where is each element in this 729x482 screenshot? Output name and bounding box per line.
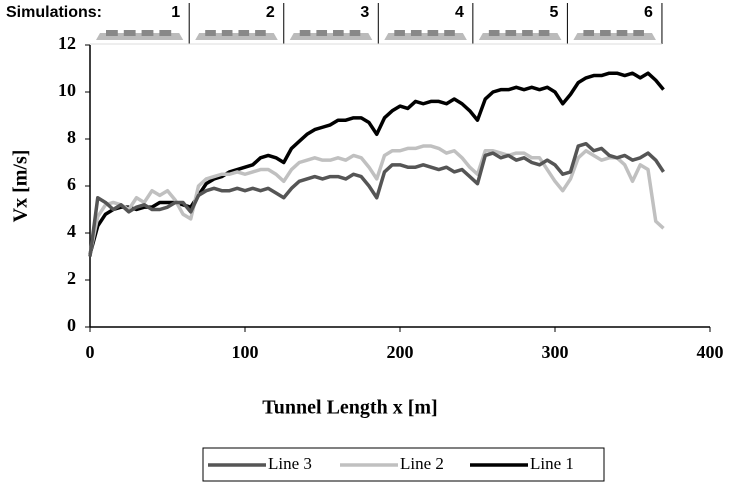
y-tick-label: 4: [67, 221, 76, 241]
legend-label: Line 1: [530, 454, 574, 473]
simulation-number: 3: [360, 4, 369, 21]
x-tick-label: 300: [542, 342, 569, 362]
vehicle-icon: [221, 30, 233, 36]
vehicle-icon: [316, 30, 328, 36]
vehicle-icon: [633, 30, 644, 36]
vehicle-icon: [427, 30, 439, 36]
y-tick-label: 6: [67, 174, 76, 194]
simulation-number: 1: [171, 4, 180, 21]
vehicle-icon: [505, 30, 517, 36]
y-tick-label: 10: [58, 80, 76, 100]
vehicle-icon: [205, 30, 216, 36]
data-line: [88, 144, 665, 255]
x-axis-label: Tunnel Length x [m]: [262, 397, 437, 419]
vehicle-icon: [123, 30, 136, 36]
x-tick-label: 0: [86, 342, 95, 362]
vehicle-icon: [600, 30, 611, 36]
x-tick-label: 400: [697, 342, 724, 362]
vehicle-icon: [444, 30, 455, 36]
vehicle-icon: [394, 30, 405, 36]
vehicle-icon: [488, 30, 500, 36]
x-tick-label: 100: [232, 342, 259, 362]
vehicle-icon: [583, 30, 595, 36]
legend-box: [202, 447, 605, 482]
simulations-label: Simulations:: [6, 4, 102, 21]
vehicle-icon: [238, 30, 250, 36]
y-tick-label: 2: [67, 268, 76, 288]
vehicle-icon: [255, 30, 266, 36]
y-tick-label: 12: [58, 33, 76, 53]
vehicle-icon: [106, 30, 118, 36]
x-tick-label: 200: [387, 342, 414, 362]
y-axis-label: Vx [m/s]: [10, 150, 32, 223]
y-tick-label: 0: [67, 315, 76, 335]
legend-label: Line 2: [400, 454, 444, 473]
vehicle-icon: [349, 30, 361, 36]
vehicle-icon: [522, 30, 533, 36]
vehicle-icon: [299, 30, 311, 36]
vehicle-icon: [538, 30, 550, 36]
simulation-number: 2: [266, 4, 275, 21]
data-line: [88, 141, 665, 257]
vehicle-icon: [410, 30, 422, 36]
vehicle-icon: [616, 30, 628, 36]
simulation-number: 5: [549, 4, 558, 21]
simulation-number: 6: [644, 4, 653, 21]
legend-label: Line 3: [268, 454, 312, 473]
vehicle-icon: [333, 30, 344, 36]
vehicle-icon: [141, 30, 154, 36]
vehicle-icon: [159, 30, 172, 36]
y-tick-label: 8: [67, 127, 76, 147]
simulation-number: 4: [455, 4, 464, 21]
